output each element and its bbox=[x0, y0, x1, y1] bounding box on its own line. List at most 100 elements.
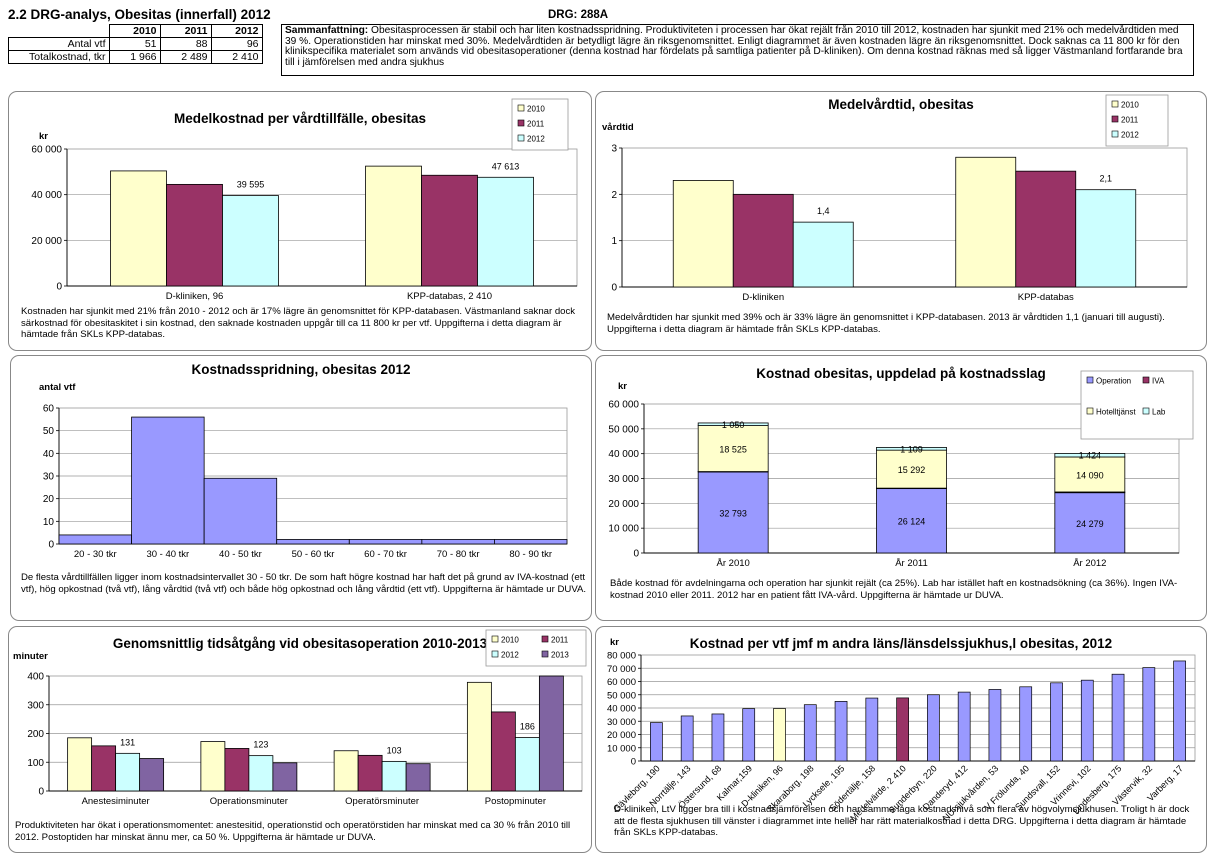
x-tick-label: År 2012 bbox=[1073, 558, 1106, 569]
bar-segment bbox=[697, 425, 769, 472]
bar bbox=[490, 711, 516, 792]
data-label: 26 124 bbox=[898, 517, 926, 527]
data-label: 15 292 bbox=[898, 465, 926, 475]
bar bbox=[680, 715, 694, 762]
bar bbox=[224, 748, 250, 792]
data-label: 14 090 bbox=[1076, 470, 1104, 480]
legend-label: 2012 bbox=[1121, 131, 1139, 140]
y-tick-label: 400 bbox=[27, 672, 44, 683]
bar bbox=[742, 708, 756, 762]
legend-swatch bbox=[1111, 130, 1119, 138]
x-tick-label: 30 - 40 tkr bbox=[146, 549, 189, 560]
chart-description: Både kostnad för avdelningarna och opera… bbox=[610, 578, 1178, 601]
legend-label: 2013 bbox=[551, 651, 569, 660]
summary-box: Sammanfattning: Obesitasprocessen är sta… bbox=[281, 24, 1194, 76]
chart-tidsatgang: 0 100 200 300 400 minuter Anestesiminuter Opera… bbox=[13, 629, 587, 807]
y-tick-label: 70 000 bbox=[607, 664, 636, 675]
legend-swatch bbox=[517, 119, 525, 127]
legend-swatch bbox=[1142, 407, 1150, 415]
y-tick-label: 20 bbox=[43, 494, 55, 505]
bar-segment bbox=[876, 487, 947, 554]
y-axis-label: kr bbox=[39, 131, 48, 142]
legend-label: Hotelltjänst bbox=[1096, 408, 1136, 417]
panel-tidsatgang: Genomsnittlig tidsåtgång vid obesitasope… bbox=[8, 626, 592, 853]
table-row-label: Antal vtf bbox=[8, 37, 110, 51]
bar bbox=[1050, 682, 1063, 762]
y-tick-label: 40 000 bbox=[31, 190, 62, 201]
bar bbox=[110, 170, 167, 287]
table-cell: 1 966 bbox=[108, 50, 161, 64]
panel-spridning: Kostnadsspridning, obesitas 2012 0 10 20 30… bbox=[10, 355, 592, 621]
bar bbox=[67, 737, 93, 792]
bar bbox=[272, 762, 298, 792]
data-label: 1 424 bbox=[1079, 450, 1102, 460]
legend-box bbox=[1080, 370, 1194, 440]
chart-description: Produktiviteten har ökat i operationsmom… bbox=[15, 820, 571, 843]
bar bbox=[348, 539, 423, 545]
y-tick-label: 30 000 bbox=[608, 474, 639, 485]
panel-kostnadsslag: Kostnad obesitas, uppdelad på kostnadssl… bbox=[595, 355, 1207, 621]
legend-swatch bbox=[541, 650, 549, 658]
y-axis-label: vårdtid bbox=[602, 122, 634, 133]
bar bbox=[955, 156, 1017, 288]
y-axis-label: minuter bbox=[13, 651, 48, 662]
bar bbox=[1075, 189, 1137, 288]
chart-title: Medelkostnad per vårdtillfälle, obesitas bbox=[173, 111, 427, 126]
y-tick-label: 10 000 bbox=[608, 524, 639, 535]
x-tick-label: Operatörsminuter bbox=[345, 796, 419, 807]
chart-title: Kostnadsspridning, obesitas 2012 bbox=[191, 362, 411, 377]
bar bbox=[834, 701, 848, 762]
table-cell: 2 410 bbox=[210, 50, 263, 64]
bar bbox=[988, 689, 1002, 762]
bar-segment bbox=[1054, 453, 1126, 458]
y-tick-label: 50 000 bbox=[607, 690, 636, 701]
legend-label: 2011 bbox=[1121, 116, 1139, 125]
y-tick-label: 50 000 bbox=[608, 424, 639, 435]
bar bbox=[1142, 667, 1156, 762]
legend-swatch bbox=[1086, 407, 1094, 415]
bar bbox=[222, 195, 279, 287]
summary-text: Obesitasprocessen är stabil och har lite… bbox=[285, 25, 1183, 68]
legend-box bbox=[485, 629, 587, 667]
legend-swatch bbox=[491, 635, 499, 643]
y-tick-label: 10 bbox=[43, 517, 55, 528]
legend-label: 2010 bbox=[527, 105, 545, 114]
x-tick-label: D-kliniken bbox=[742, 292, 784, 303]
x-tick-label: 50 - 60 tkr bbox=[292, 549, 335, 560]
table-cell: 51 bbox=[108, 37, 161, 51]
y-tick-label: 0 bbox=[48, 540, 54, 551]
bar bbox=[672, 180, 734, 288]
x-tick-label: KPP-databas, 2 410 bbox=[407, 291, 492, 302]
bar bbox=[131, 416, 205, 545]
page-title: 2.2 DRG-analys, Obesitas (innerfall) 201… bbox=[8, 7, 271, 22]
chart-description: Kostnaden har sjunkit med 21% från 2010 … bbox=[21, 306, 576, 341]
bar bbox=[405, 763, 431, 792]
data-label: 18 525 bbox=[719, 445, 747, 455]
bar bbox=[927, 694, 940, 762]
legend-label: 2012 bbox=[527, 135, 545, 144]
legend-swatch bbox=[1142, 376, 1150, 384]
data-label: 47 613 bbox=[492, 161, 520, 171]
y-tick-label: 80 000 bbox=[607, 651, 636, 662]
y-tick-label: 40 bbox=[43, 449, 55, 460]
y-tick-label: 0 bbox=[611, 283, 617, 294]
y-axis-label: antal vtf bbox=[39, 382, 76, 393]
bar bbox=[381, 760, 407, 792]
chart-title: Kostnad per vtf jmf m andra läns/länsdel… bbox=[689, 636, 1113, 651]
x-tick-label: Anestesiminuter bbox=[82, 796, 150, 807]
chart-medelvardtid: 0 1 2 3 vårdtid D-kliniken KPP-databas 1,4 2,1 20… bbox=[602, 94, 1188, 303]
bar bbox=[91, 745, 117, 792]
bar bbox=[276, 539, 350, 545]
bar bbox=[421, 539, 495, 545]
bar bbox=[166, 183, 223, 287]
bar bbox=[538, 675, 564, 792]
y-tick-label: 20 000 bbox=[607, 730, 636, 741]
x-tick-label: D-kliniken, 96 bbox=[166, 291, 224, 302]
chart-medelkostnad: 0 20 000 40 000 60 000 kr D-kliniken, 96 KPP-d… bbox=[31, 98, 578, 302]
summary-table: 2010 2011 2012 Antal vtf 51 88 96 Totalk… bbox=[8, 24, 263, 64]
bar-segment bbox=[876, 449, 947, 489]
bar bbox=[773, 708, 786, 762]
bar bbox=[357, 754, 383, 792]
y-tick-label: 0 bbox=[633, 549, 639, 560]
legend-swatch bbox=[1111, 115, 1119, 123]
